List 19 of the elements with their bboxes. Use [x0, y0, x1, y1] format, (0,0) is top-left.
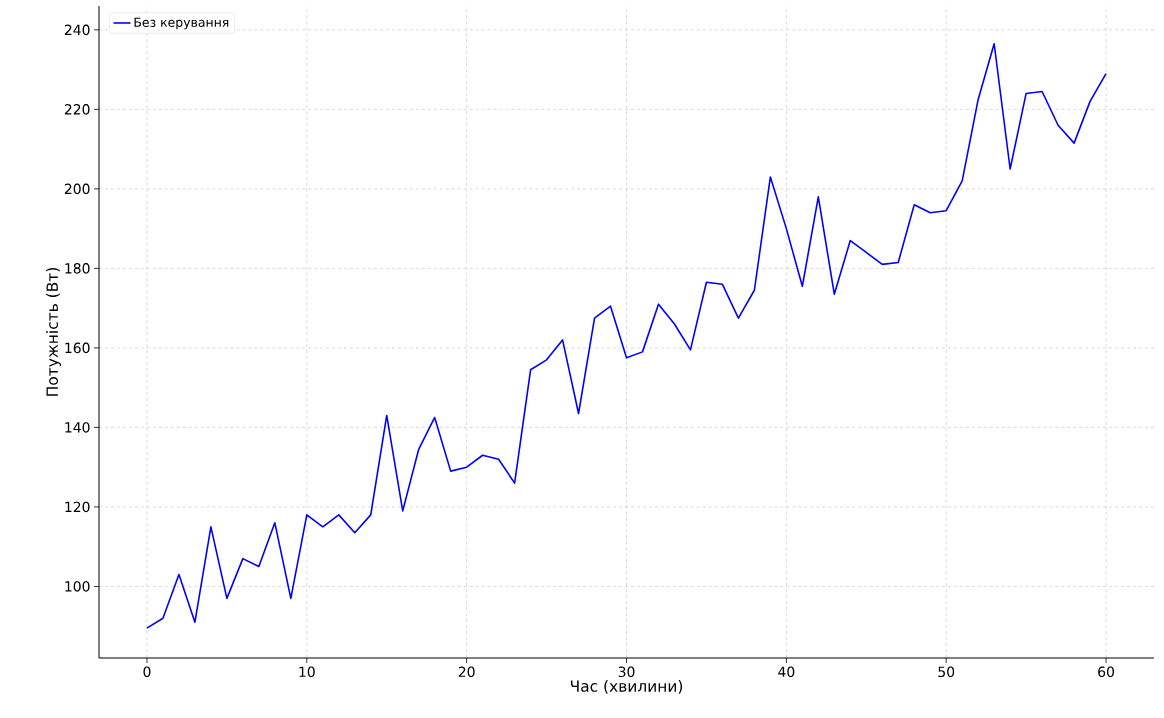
- x-tick-label: 10: [299, 666, 315, 678]
- x-tick-label: 30: [618, 666, 635, 678]
- y-tick-label: 120: [65, 501, 90, 513]
- y-tick-label: 160: [65, 342, 90, 354]
- x-tick-label: 20: [458, 666, 475, 678]
- y-tick-label: 240: [64, 24, 90, 36]
- y-tick-label: 220: [64, 104, 90, 115]
- x-tick-label: 50: [938, 666, 955, 678]
- y-tick-label: 100: [65, 581, 90, 592]
- y-axis-title: Потужність (Вт): [46, 267, 62, 396]
- x-tick-label: 40: [778, 666, 795, 678]
- x-axis-title: Час (хвилини): [570, 679, 683, 694]
- line-series: [146, 42, 1107, 629]
- x-tick-label: 60: [1098, 666, 1114, 678]
- y-tick-label: 180: [65, 263, 90, 274]
- y-tick-label: 140: [65, 422, 90, 433]
- y-tick-label: 200: [64, 183, 90, 195]
- x-tick-label: 0: [143, 666, 151, 678]
- legend-label: Без керування: [134, 17, 229, 30]
